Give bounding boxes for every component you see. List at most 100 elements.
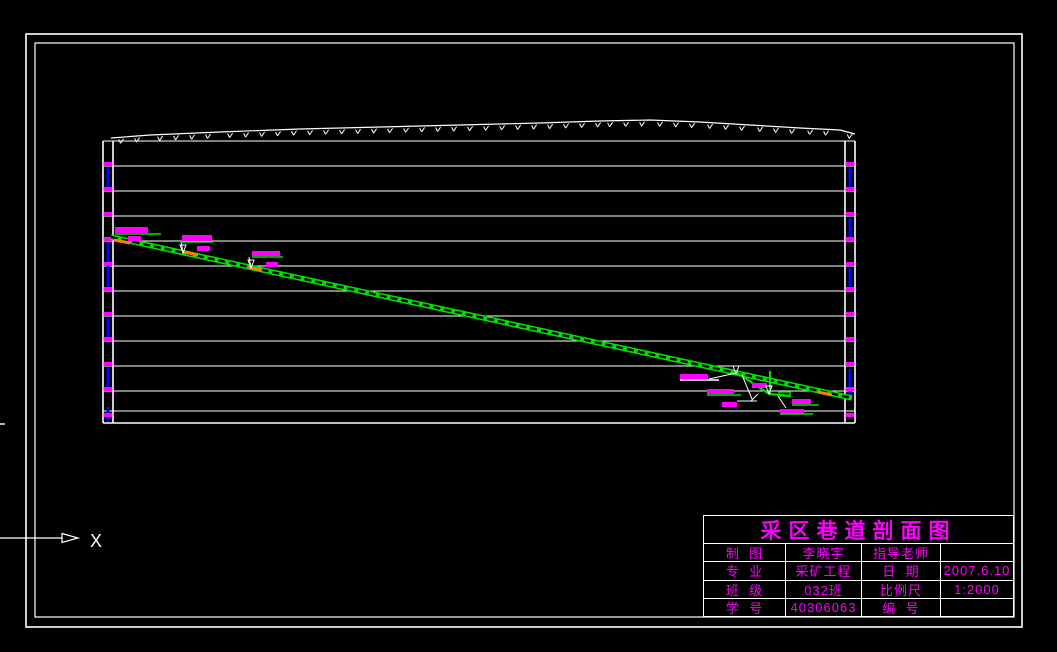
terrain-tick	[623, 122, 627, 127]
terrain-tick	[136, 137, 140, 143]
terrain-tick	[387, 128, 391, 133]
terrain-tick	[243, 132, 247, 138]
leader-line	[180, 241, 184, 253]
elevation-mark	[845, 187, 855, 191]
roadway-label-bar	[197, 246, 210, 251]
date-value: 2007.6.10	[941, 562, 1013, 580]
terrain-tick	[499, 125, 503, 131]
terrain-tick	[175, 135, 179, 141]
terrain-tick	[823, 131, 827, 136]
terrain-tick	[563, 123, 567, 129]
terrain-tick	[275, 131, 279, 137]
terrain-tick	[403, 128, 407, 133]
terrain-tick	[757, 127, 761, 132]
terrain-tick	[809, 129, 814, 135]
terrain-tick	[675, 122, 679, 128]
elevation-mark	[845, 413, 855, 417]
terrain-tick	[579, 123, 583, 128]
terrain-tick	[191, 134, 195, 140]
drawing-title: 采区巷道剖面图	[704, 516, 1013, 543]
terrain-tick	[309, 129, 314, 136]
terrain-tick	[293, 130, 297, 136]
roadway-label-bar	[792, 399, 811, 404]
terrain-tick	[419, 127, 423, 133]
advisor-label: 指导老师	[862, 544, 940, 562]
terrain-tick	[709, 123, 713, 129]
terrain-tick	[639, 121, 643, 127]
terrain-tick	[189, 134, 193, 140]
roadway-label-bar	[722, 402, 737, 407]
x-axis-arrowhead	[61, 532, 81, 544]
elevation-mark	[103, 187, 113, 191]
terrain-tick	[625, 121, 630, 127]
terrain-tick	[775, 127, 779, 133]
leader-line	[741, 374, 753, 400]
terrain-tick	[515, 125, 519, 130]
terrain-tick	[607, 122, 611, 128]
terrain-tick	[581, 122, 585, 128]
x-axis-label: X	[90, 531, 102, 551]
terrain-tick	[134, 137, 137, 143]
junction-triangle	[247, 259, 255, 270]
station-segment	[113, 238, 131, 245]
terrain-tick	[325, 129, 330, 135]
elevation-mark	[845, 212, 855, 216]
terrain-tick	[207, 133, 211, 139]
roadway-label-bar	[780, 409, 804, 414]
class-label: 班 级	[704, 580, 785, 598]
terrain-tick	[533, 124, 537, 130]
terrain-tick	[245, 132, 249, 138]
roadway-label-bar	[707, 389, 734, 394]
elevation-mark	[845, 162, 855, 166]
incline-roadway-hatch	[110, 235, 853, 400]
roadway-label-bar	[680, 374, 708, 379]
elevation-mark	[845, 337, 855, 341]
number-value	[941, 598, 1013, 616]
leader-line	[750, 393, 759, 402]
elevation-mark	[103, 387, 113, 391]
elevation-mark	[103, 237, 113, 241]
junction-triangle	[179, 244, 187, 255]
junction-triangle	[765, 385, 773, 396]
terrain-tick	[467, 126, 471, 131]
inner-border	[34, 42, 1015, 618]
terrain-tick	[547, 124, 551, 129]
number-label: 编 号	[862, 598, 940, 616]
elevation-mark	[103, 212, 113, 216]
elevation-mark	[845, 362, 855, 366]
terrain-tick	[549, 123, 554, 129]
roadway-label-bar	[266, 262, 278, 267]
terrain-tick	[355, 129, 359, 134]
terrain-tick	[825, 130, 829, 136]
date-label: 日 期	[862, 562, 940, 580]
student-id-label: 学 号	[704, 598, 785, 616]
terrain-tick	[469, 125, 474, 132]
terrain-tick	[759, 126, 763, 132]
terrain-tick	[531, 124, 535, 130]
terrain-tick	[659, 121, 664, 127]
junction-triangle	[732, 365, 740, 376]
drafter-label: 制 图	[704, 544, 785, 562]
terrain-tick	[261, 131, 265, 137]
terrain-tick	[227, 133, 231, 138]
leader-line	[708, 372, 737, 380]
roadway-label-bar	[128, 236, 141, 241]
terrain-tick	[657, 122, 661, 127]
elevation-mark	[103, 287, 113, 291]
terrain-tick	[173, 135, 177, 141]
roadway-label-bar	[752, 383, 767, 388]
terrain-tick	[791, 128, 795, 134]
major-label: 专 业	[704, 562, 785, 580]
terrain-tick	[307, 130, 311, 135]
station-segment	[817, 390, 833, 397]
terrain-tick	[483, 126, 487, 131]
major-value: 采矿工程	[786, 562, 861, 580]
terrain-tick	[371, 128, 375, 134]
terrain-tick	[357, 128, 361, 134]
terrain-tick	[501, 125, 506, 131]
elevation-mark	[845, 237, 855, 241]
elevation-mark	[845, 312, 855, 316]
terrain-tick	[277, 131, 281, 137]
